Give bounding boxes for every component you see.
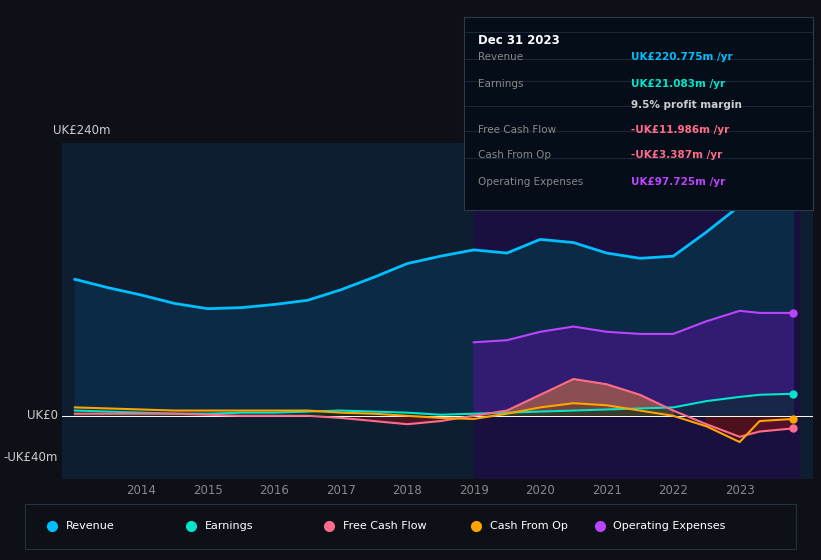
Text: Cash From Op: Cash From Op <box>490 521 568 531</box>
Text: Operating Expenses: Operating Expenses <box>613 521 726 531</box>
Text: UK£240m: UK£240m <box>53 124 111 137</box>
Text: -UK£3.387m /yr: -UK£3.387m /yr <box>631 150 722 160</box>
Text: Free Cash Flow: Free Cash Flow <box>478 125 556 135</box>
Text: UK£0: UK£0 <box>27 409 57 422</box>
Text: Revenue: Revenue <box>478 52 523 62</box>
Text: UK£21.083m /yr: UK£21.083m /yr <box>631 78 726 88</box>
Text: Revenue: Revenue <box>66 521 114 531</box>
Bar <box>474 143 800 479</box>
Text: 9.5% profit margin: 9.5% profit margin <box>631 100 742 110</box>
Text: -UK£40m: -UK£40m <box>3 451 57 464</box>
Text: Earnings: Earnings <box>204 521 253 531</box>
Text: Operating Expenses: Operating Expenses <box>478 177 583 187</box>
Text: Cash From Op: Cash From Op <box>478 150 551 160</box>
Text: UK£97.725m /yr: UK£97.725m /yr <box>631 177 726 187</box>
Text: Free Cash Flow: Free Cash Flow <box>343 521 427 531</box>
Text: UK£220.775m /yr: UK£220.775m /yr <box>631 52 733 62</box>
Text: -UK£11.986m /yr: -UK£11.986m /yr <box>631 125 730 135</box>
Text: Dec 31 2023: Dec 31 2023 <box>478 34 560 47</box>
Text: Earnings: Earnings <box>478 78 523 88</box>
